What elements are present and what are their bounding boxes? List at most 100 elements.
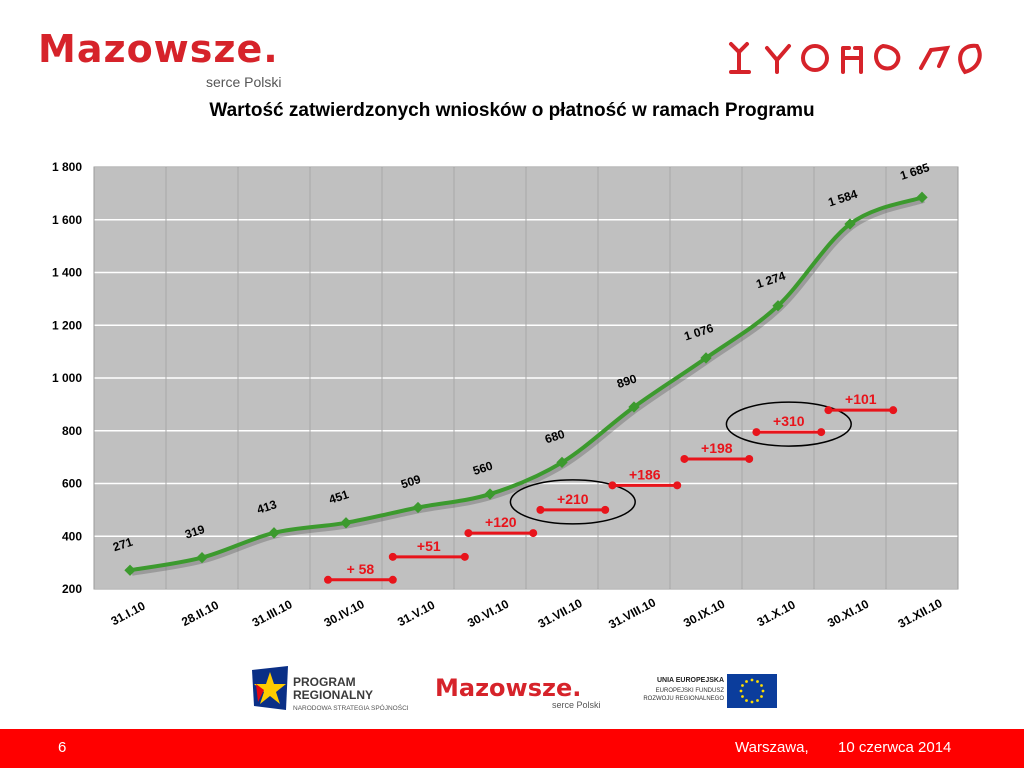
line-chart: 1 800 1 600 1 400 1 200 1 000 800 600 400 200 31… <box>52 160 959 632</box>
eu-star <box>741 684 744 687</box>
increment-label: + 58 <box>347 561 375 577</box>
data-label: 413 <box>255 497 279 517</box>
y-tick-label: 600 <box>62 477 82 491</box>
y-tick-label: 1 400 <box>52 266 82 280</box>
program-regionalny-subtitle: NARODOWA STRATEGIA SPÓJNOŚCI <box>293 705 409 712</box>
increment-dot <box>824 406 833 415</box>
increment-dot <box>673 481 682 490</box>
data-point <box>628 401 640 413</box>
increment-label: +120 <box>485 514 517 530</box>
footer-bar: 6 Warszawa, 10 czerwca 2014 <box>0 729 1024 768</box>
increment-dot <box>745 454 754 463</box>
palm-tree-icon <box>729 42 751 74</box>
increment-dot <box>817 428 826 437</box>
eu-star <box>756 680 759 683</box>
increment-label: +101 <box>845 391 877 407</box>
eu-star <box>739 689 743 693</box>
increment-dot <box>601 505 610 514</box>
increment-dot <box>529 529 538 538</box>
castle-icon <box>841 46 863 74</box>
page-title: Wartość zatwierdzonych wniosków o płatno… <box>209 100 815 121</box>
eu-star <box>741 695 744 698</box>
increment-dot <box>388 575 397 584</box>
leaf-icon <box>958 43 982 75</box>
program-regionalny-logo: PROGRAM REGIONALNY NARODOWA STRATEGIA SP… <box>250 662 420 718</box>
increment-dot <box>752 428 761 437</box>
increment-dot <box>608 481 617 490</box>
increment-dot <box>460 552 469 561</box>
footer-place: Warszawa, <box>735 739 809 756</box>
footer-brand-name: Mazowsze. <box>435 674 582 702</box>
data-point <box>484 488 496 500</box>
increment-dot <box>889 406 898 415</box>
increment-dot <box>324 575 332 584</box>
y-tick-label: 1 200 <box>52 318 82 332</box>
increment-dot <box>680 454 689 463</box>
y-tick-label: 1 000 <box>52 371 82 385</box>
brand-tagline: serce Polski <box>206 74 282 90</box>
eu-star <box>745 680 748 683</box>
increment-label: +210 <box>557 491 589 507</box>
x-tick-label: 30.IX.10 <box>681 597 727 631</box>
y-tick-label: 200 <box>62 582 82 596</box>
eu-flag-icon <box>727 674 777 708</box>
eu-star <box>745 699 748 702</box>
footer-date: 10 czerwca 2014 <box>838 739 952 756</box>
increment-label: +198 <box>701 440 733 456</box>
mask-icon <box>874 43 901 71</box>
bird-icon <box>765 44 791 74</box>
eu-title: UNIA EUROPEJSKA <box>656 677 724 684</box>
data-point <box>556 456 568 469</box>
eu-star <box>750 700 754 704</box>
data-label: 271 <box>111 535 135 555</box>
x-tick-label: 31.XII.10 <box>896 596 945 631</box>
data-point <box>700 352 712 364</box>
data-point <box>268 527 280 539</box>
increment-label: +51 <box>417 538 441 554</box>
highlight-ellipse <box>725 401 852 447</box>
data-label: 890 <box>615 371 639 391</box>
y-tick-label: 800 <box>62 424 82 438</box>
x-tick-label: 31.V.10 <box>395 598 437 629</box>
x-tick-label: 31.X.10 <box>755 597 798 629</box>
increment-label: +186 <box>629 466 661 482</box>
data-point <box>844 218 856 230</box>
data-label: 451 <box>327 487 351 507</box>
brand-logo: Mazowsze. serce Polski <box>38 30 298 94</box>
footer-brand-tagline: serce Polski <box>552 700 601 710</box>
footer-logos: PROGRAM REGIONALNY NARODOWA STRATEGIA SP… <box>0 662 1024 718</box>
eu-star <box>761 689 765 693</box>
data-label: 319 <box>183 522 207 542</box>
data-point <box>340 517 352 529</box>
y-tick-label: 1 800 <box>52 160 82 174</box>
program-regionalny-title: PROGRAM REGIONALNY <box>293 675 374 702</box>
x-tick-label: 31.I.10 <box>109 599 148 629</box>
x-tick-label: 28.II.10 <box>179 598 221 629</box>
x-tick-label: 30.VI.10 <box>465 597 511 631</box>
data-point <box>412 501 424 514</box>
x-tick-label: 30.XI.10 <box>825 597 871 631</box>
data-point <box>196 551 208 564</box>
brand-name: Mazowsze. <box>38 27 279 71</box>
x-tick-label: 31.VII.10 <box>536 596 585 631</box>
eu-star <box>760 684 763 687</box>
eu-logo: UNIA EUROPEJSKA EUROPEJSKI FUNDUSZ ROZWO… <box>628 674 778 710</box>
data-label: 680 <box>543 427 567 447</box>
increment-dot <box>536 505 545 514</box>
x-tick-label: 30.IV.10 <box>322 597 367 630</box>
eu-star <box>760 695 763 698</box>
star-flag-icon <box>252 666 288 710</box>
x-tick-label: 31.III.10 <box>250 597 295 630</box>
increment-label: +310 <box>773 413 805 429</box>
x-tick-label: 31.VIII.10 <box>606 595 658 632</box>
y-tick-label: 400 <box>62 529 82 543</box>
planet-icon <box>801 44 829 72</box>
data-point <box>916 191 928 203</box>
header-icons <box>729 42 982 75</box>
plot-border <box>93 166 959 590</box>
eu-star <box>756 699 759 702</box>
increment-dot <box>388 552 397 561</box>
highlight-ellipse <box>509 479 636 525</box>
data-point <box>772 300 784 312</box>
data-label: 560 <box>471 458 495 478</box>
